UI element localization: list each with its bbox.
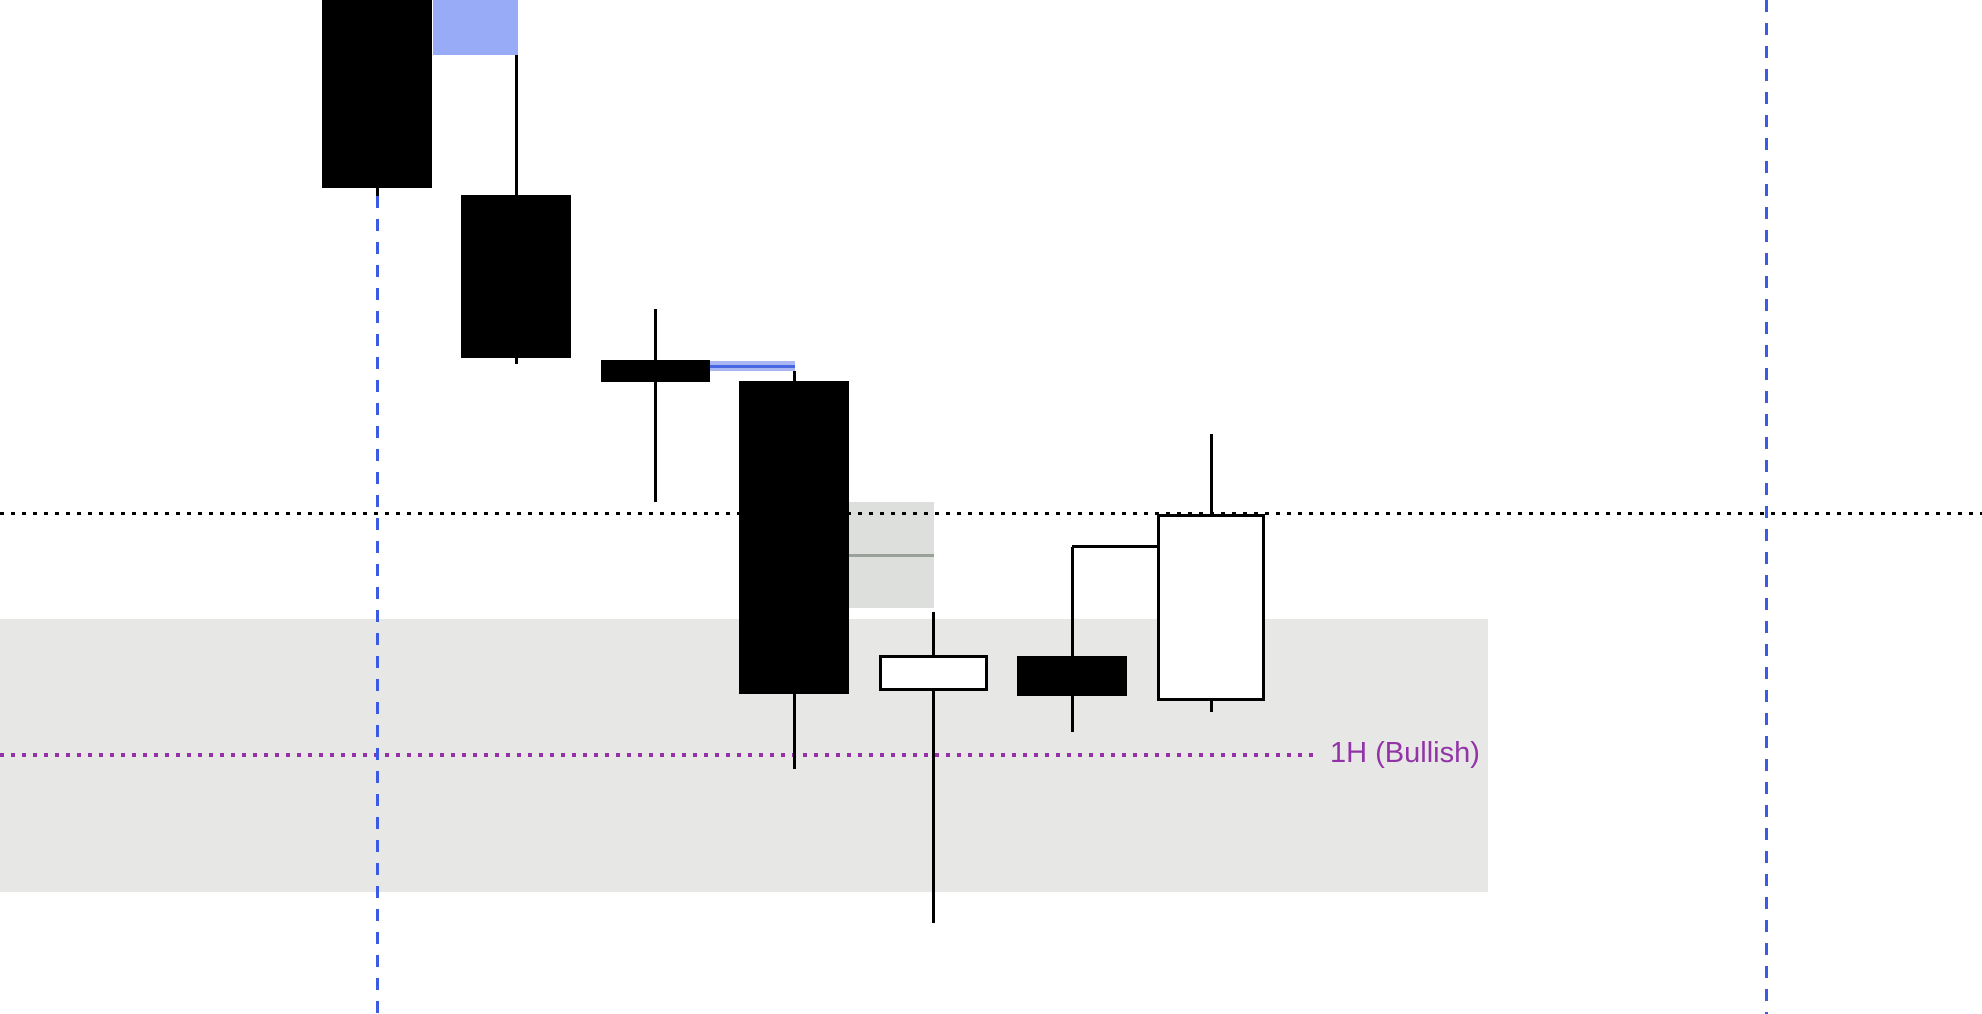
fvg-box-sage-midline: [848, 553, 934, 557]
fvg-band-mid-midline: [710, 364, 795, 368]
level-dotted-black[interactable]: [0, 512, 1982, 515]
connector-line[interactable]: [1072, 545, 1160, 548]
candle-3-body-bearish: [601, 360, 710, 382]
candle-1-body-bearish: [322, 0, 432, 188]
fvg-box-top[interactable]: [433, 0, 518, 55]
candle-7-body-bullish: [1157, 514, 1265, 701]
dashed-blue-right[interactable]: [1764, 0, 1768, 1014]
timeframe-label[interactable]: 1H (Bullish): [1330, 737, 1480, 769]
candle-6-body-bearish: [1017, 656, 1127, 696]
candle-5-body-bullish: [879, 655, 988, 691]
candle-5-wick: [932, 612, 935, 923]
dashed-blue-left[interactable]: [375, 196, 379, 1014]
candle-2-body-bearish: [461, 195, 571, 358]
zone-midline-purple[interactable]: [0, 753, 1317, 757]
candle-4-body-bearish: [739, 381, 849, 694]
candle-3-wick: [654, 309, 657, 502]
candle-6-wick: [1070, 547, 1074, 732]
